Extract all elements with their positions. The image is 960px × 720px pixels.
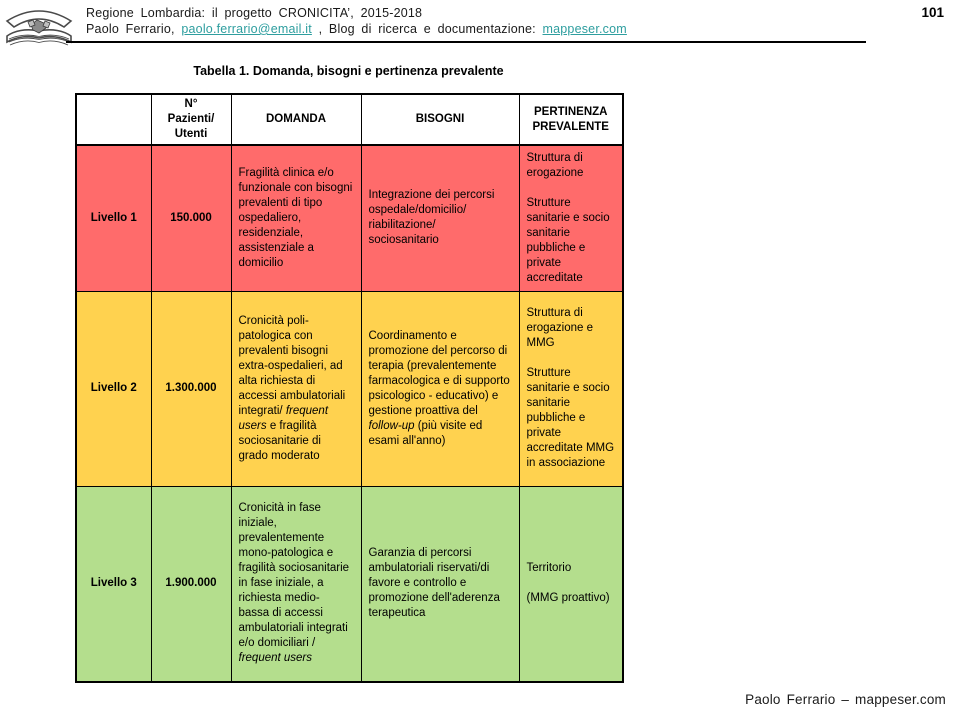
col-header-domanda: DOMANDA — [230, 93, 362, 146]
cell-paragraph: Cronicità in fase iniziale, prevalenteme… — [238, 502, 350, 665]
patients-cell: 150.000 — [150, 144, 232, 292]
cell-paragraph: Fragilità clinica e/o funzionale con bis… — [238, 166, 353, 269]
footer-credit: Paolo Ferrario – mappeser.com — [745, 692, 946, 707]
cell-paragraph: Strutture sanitarie e socio sanitarie pu… — [526, 367, 615, 469]
patients-cell: 1.300.000 — [150, 290, 232, 487]
page-header: Regione Lombardia: il progetto CRONICITA… — [86, 5, 627, 37]
col-header-pertinenza: PERTINENZA PREVALENTE — [518, 93, 624, 146]
table-header-row: N° Pazienti/ Utenti DOMANDA BISOGNI PERT… — [75, 93, 624, 146]
col-header-patients: N° Pazienti/ Utenti — [150, 93, 232, 146]
domanda-cell: Cronicità poli-patologica con prevalenti… — [230, 290, 362, 487]
blog-link[interactable]: mappeser.com — [542, 22, 627, 36]
domanda-cell: Cronicità in fase iniziale, prevalenteme… — [230, 485, 362, 683]
col-header-empty — [75, 93, 152, 146]
pertinenza-cell: Struttura di erogazione e MMG Strutture s… — [518, 290, 624, 487]
cell-paragraph: Struttura di erogazione e MMG — [526, 307, 594, 349]
header-title: Regione Lombardia: il progetto CRONICITA… — [86, 6, 423, 20]
table-row: Livello 2 1.300.000 Cronicità poli-patolog… — [75, 290, 624, 487]
header-author: Paolo Ferrario, — [86, 22, 182, 36]
table-title: Tabella 1. Domanda, bisogni e pertinenza… — [193, 64, 504, 78]
pertinenza-cell: Territorio (MMG proattivo) — [518, 485, 624, 683]
bisogni-cell: Garanzia di percorsi ambulatoriali riser… — [360, 485, 520, 683]
cell-paragraph: (MMG proattivo) — [526, 592, 610, 605]
table-body: Livello 1 150.000 Fragilità clinica e/o fu… — [75, 144, 624, 683]
level-cell: Livello 1 — [75, 144, 152, 292]
cell-paragraph: Struttura di erogazione — [526, 151, 584, 179]
cell-paragraph: Coordinamento e promozione del percorso … — [368, 329, 510, 447]
cell-paragraph: Integrazione dei percorsi ospedale/domic… — [368, 189, 495, 247]
bisogni-cell: Integrazione dei percorsi ospedale/domic… — [360, 144, 520, 292]
level-cell: Livello 3 — [75, 485, 152, 683]
table-row: Livello 3 1.900.000 Cronicità in fase iniz… — [75, 485, 624, 683]
domanda-cell: Fragilità clinica e/o funzionale con bis… — [230, 144, 362, 292]
page-number: 101 — [921, 5, 944, 20]
header-divider — [66, 41, 866, 43]
cell-paragraph: Strutture sanitarie e socio sanitarie pu… — [526, 196, 610, 284]
col-header-bisogni: BISOGNI — [360, 93, 520, 146]
cell-paragraph: Cronicità poli-patologica con prevalenti… — [238, 314, 346, 462]
cell-paragraph: Garanzia di percorsi ambulatoriali riser… — [368, 547, 500, 620]
patients-cell: 1.900.000 — [150, 485, 232, 683]
email-link[interactable]: paolo.ferrario@email.it — [181, 22, 312, 36]
level-cell: Livello 2 — [75, 290, 152, 487]
bisogni-cell: Coordinamento e promozione del percorso … — [360, 290, 520, 487]
header-blog-label: , Blog di ricerca e documentazione: — [311, 22, 543, 36]
table-row: Livello 1 150.000 Fragilità clinica e/o fu… — [75, 144, 624, 292]
levels-table: N° Pazienti/ Utenti DOMANDA BISOGNI PERT… — [75, 93, 624, 683]
cell-paragraph: Territorio — [526, 562, 572, 575]
mappeser-logo — [4, 2, 74, 52]
pertinenza-cell: Struttura di erogazione Strutture sanitar… — [518, 144, 624, 292]
handshake-book-icon — [5, 10, 73, 46]
